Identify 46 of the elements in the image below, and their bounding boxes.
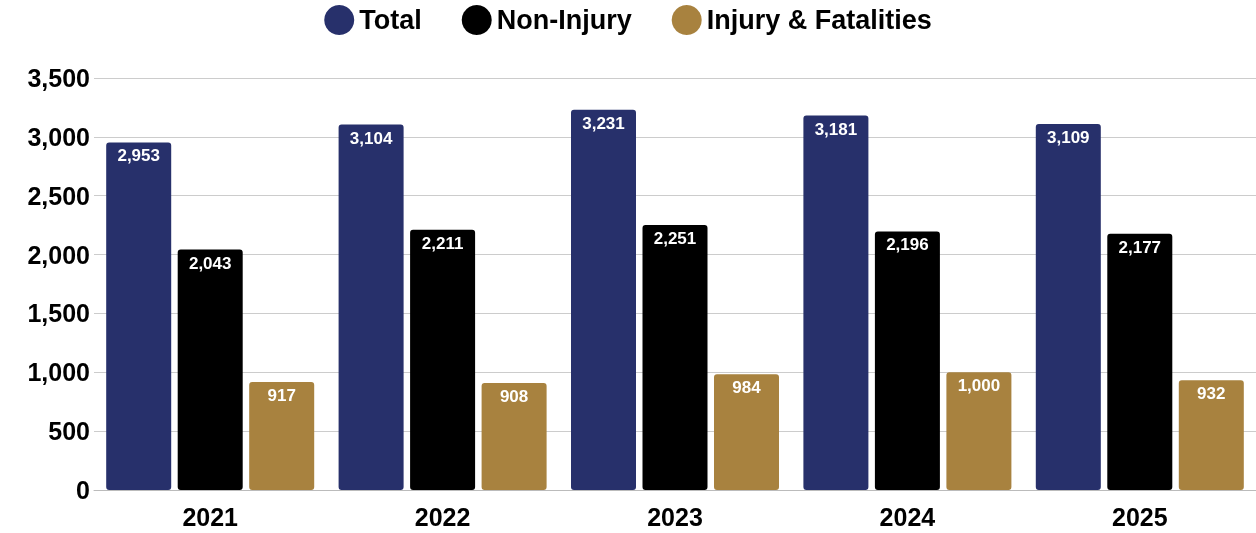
y-tick-label: 1,000 xyxy=(27,358,90,387)
data-label: 2,251 xyxy=(653,229,697,249)
x-tick-label: 2024 xyxy=(879,502,936,531)
bar xyxy=(1035,124,1101,490)
y-tick-label: 3,500 xyxy=(27,64,90,92)
data-label: 984 xyxy=(732,378,762,398)
x-tick-label: 2025 xyxy=(1111,502,1168,531)
data-label: 2,177 xyxy=(1118,237,1162,257)
y-tick-label: 500 xyxy=(48,417,90,446)
data-label: 917 xyxy=(267,386,296,406)
data-label: 3,181 xyxy=(814,119,858,139)
legend-label: Total xyxy=(359,5,422,35)
bar xyxy=(642,225,708,490)
y-tick-label: 1,500 xyxy=(27,299,90,328)
data-label: 3,104 xyxy=(349,128,393,148)
data-label: 908 xyxy=(499,387,529,407)
bar xyxy=(1178,380,1244,490)
x-tick-label: 2021 xyxy=(182,502,239,531)
x-tick-label: 2023 xyxy=(647,502,703,531)
bar xyxy=(874,231,940,490)
y-tick-label: 0 xyxy=(76,476,90,504)
data-label: 3,231 xyxy=(582,113,625,133)
y-tick-label: 2,000 xyxy=(27,240,90,269)
x-tick-label: 2022 xyxy=(414,502,471,531)
bar xyxy=(338,124,404,490)
y-tick-label: 2,500 xyxy=(27,181,90,210)
legend-label: Injury & Fatalities xyxy=(706,5,932,35)
bar xyxy=(410,229,476,490)
data-label: 932 xyxy=(1197,384,1226,404)
data-label: 2,196 xyxy=(886,235,929,255)
bar xyxy=(106,142,172,490)
legend-label: Non-Injury xyxy=(496,5,632,35)
bar xyxy=(571,109,636,490)
data-label: 1,000 xyxy=(957,376,1001,396)
bar xyxy=(714,374,779,490)
bar xyxy=(803,115,869,490)
data-label: 3,109 xyxy=(1047,128,1090,148)
y-tick-label: 3,000 xyxy=(27,122,90,151)
bar xyxy=(481,383,547,490)
data-label: 2,953 xyxy=(117,146,160,166)
data-label: 2,043 xyxy=(188,253,232,273)
bar xyxy=(177,249,243,490)
bar xyxy=(249,382,315,490)
bar xyxy=(1107,233,1173,490)
bar xyxy=(946,372,1012,490)
data-label: 2,211 xyxy=(421,233,464,253)
